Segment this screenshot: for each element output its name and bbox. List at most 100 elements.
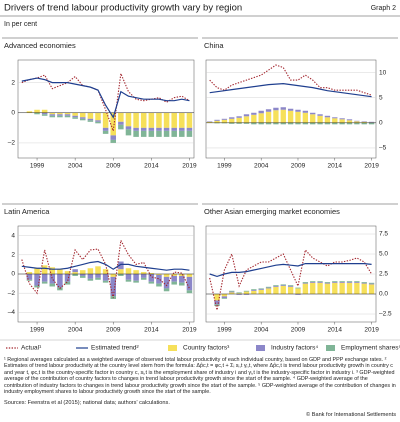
- legend-swatch: [326, 345, 335, 351]
- bar: [179, 275, 185, 283]
- bar: [287, 122, 294, 125]
- bar: [354, 122, 360, 125]
- bar: [72, 274, 78, 276]
- bar: [171, 127, 177, 131]
- bar: [258, 122, 264, 125]
- y-tick-label: 7.5: [379, 231, 388, 238]
- panel-title: Advanced economies: [4, 41, 76, 50]
- bar: [280, 286, 286, 294]
- bar: [49, 115, 56, 118]
- bar: [110, 276, 116, 297]
- bar: [102, 130, 109, 134]
- bar: [273, 122, 279, 125]
- bar: [49, 274, 56, 284]
- bar: [49, 283, 56, 287]
- bar: [179, 127, 185, 131]
- chart: Drivers of trend labour productivity gro…: [0, 3, 400, 352]
- bar: [102, 269, 109, 274]
- bar: [171, 275, 177, 282]
- bar: [148, 127, 155, 131]
- plot-frame: [205, 59, 377, 159]
- footnote: ³ GDP-weighted average of the contributi…: [4, 369, 395, 383]
- bar: [207, 121, 213, 122]
- x-tick-label: 1999: [217, 163, 232, 170]
- bar: [273, 110, 279, 123]
- bar: [317, 281, 323, 282]
- bar: [41, 109, 48, 113]
- bar: [332, 122, 338, 125]
- bar: [368, 122, 375, 125]
- bar: [72, 115, 78, 118]
- bar: [346, 120, 353, 123]
- bar: [41, 265, 48, 274]
- bar: [133, 270, 139, 274]
- trend-line: [209, 83, 372, 98]
- bar: [95, 274, 101, 278]
- unit: In per cent: [4, 21, 37, 28]
- bar: [265, 286, 272, 288]
- bar: [229, 117, 235, 119]
- bar: [324, 282, 331, 283]
- legend-label: Industry factors⁴: [271, 345, 318, 352]
- bar: [317, 282, 323, 294]
- bar: [258, 113, 264, 123]
- actual-line: [209, 64, 372, 96]
- bar: [295, 122, 301, 125]
- bar: [110, 135, 116, 140]
- bar: [287, 285, 294, 286]
- bar: [236, 117, 242, 123]
- bar: [361, 121, 367, 122]
- bar: [361, 282, 367, 284]
- bar: [207, 121, 213, 123]
- trend-line: [21, 77, 190, 119]
- bar: [156, 274, 162, 275]
- x-tick-label: 2009: [106, 327, 121, 334]
- bar: [368, 282, 375, 284]
- bar: [156, 274, 162, 284]
- bar: [214, 300, 220, 305]
- bar: [324, 282, 331, 284]
- bar: [273, 286, 279, 287]
- bar: [34, 285, 40, 288]
- x-tick-label: 2004: [254, 327, 269, 334]
- x-tick-label: 2014: [144, 327, 159, 334]
- bar: [243, 122, 250, 124]
- bar: [148, 273, 155, 274]
- bar: [280, 107, 286, 110]
- bar: [236, 294, 242, 295]
- bar: [64, 274, 71, 282]
- bar: [317, 115, 323, 123]
- bar: [243, 291, 250, 294]
- y-tick-label: 5: [379, 94, 383, 101]
- bar: [361, 282, 367, 283]
- bar: [87, 120, 94, 122]
- y-tick-label: –2: [8, 140, 16, 147]
- bar: [41, 114, 48, 116]
- bar: [302, 112, 309, 123]
- bar: [346, 282, 353, 294]
- bar: [49, 112, 56, 115]
- y-tick-label: 0: [379, 120, 383, 127]
- bar: [87, 268, 94, 274]
- bar: [310, 122, 316, 125]
- bar: [287, 108, 294, 111]
- bar: [221, 118, 228, 120]
- bar: [34, 109, 40, 113]
- x-tick-label: 1999: [217, 327, 232, 334]
- bar: [163, 112, 170, 128]
- bar: [156, 283, 162, 287]
- footnotes: ¹ Regional averages calculated as a weig…: [4, 357, 396, 395]
- bar: [186, 130, 193, 137]
- x-tick-label: 2014: [144, 163, 159, 170]
- bar: [163, 130, 170, 137]
- bar: [354, 281, 360, 282]
- bar: [310, 282, 316, 294]
- bar: [229, 118, 235, 123]
- bar: [72, 269, 78, 273]
- bar: [339, 282, 345, 283]
- bar: [258, 110, 264, 114]
- bar: [214, 122, 220, 124]
- bar: [171, 274, 177, 276]
- legend-label: Country factors³: [183, 345, 230, 352]
